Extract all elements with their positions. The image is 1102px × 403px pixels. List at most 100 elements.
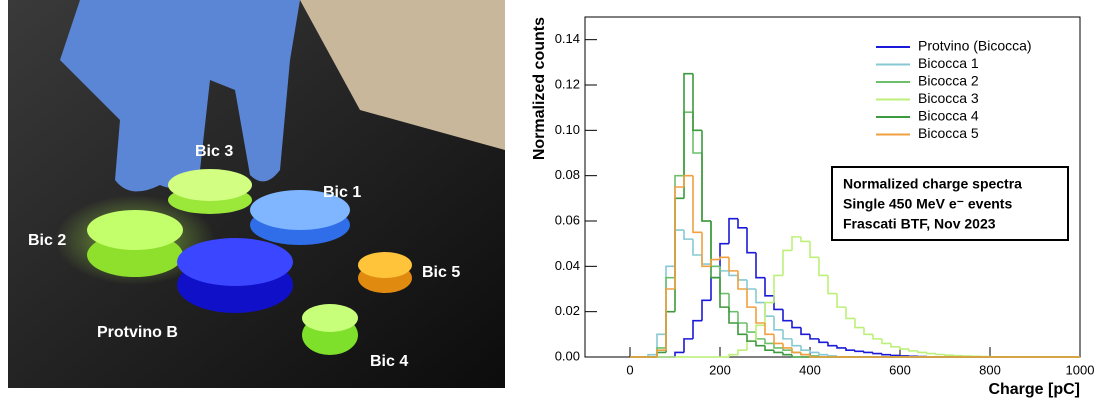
histogram-step	[800, 236, 810, 243]
histogram-step	[746, 334, 756, 342]
scintillator	[177, 238, 293, 286]
y-tick-label: 0.10	[555, 122, 580, 137]
y-axis-title: Normalized counts	[531, 17, 548, 160]
histogram-step	[881, 338, 891, 345]
chart: Charge [pC] Normalized counts 0.00 0.02 0.…	[531, 16, 1095, 398]
legend-label: Bicocca 2	[918, 73, 979, 89]
histogram-step	[755, 307, 765, 324]
histogram-step	[755, 289, 765, 304]
x-tick-label: 1000	[1066, 362, 1095, 377]
y-tick-label: 0.08	[555, 167, 580, 182]
histogram-step	[737, 275, 747, 281]
histogram-step	[782, 343, 792, 349]
histogram-step	[890, 354, 900, 357]
histogram-step	[881, 353, 891, 356]
histogram-step	[845, 347, 855, 351]
histogram-step	[728, 293, 738, 313]
histogram-step	[773, 343, 783, 349]
histogram-step	[719, 277, 729, 308]
histogram-step	[764, 301, 774, 326]
histogram-step	[782, 329, 792, 340]
histogram-step	[899, 346, 909, 350]
histogram-step	[809, 350, 819, 354]
histogram-step	[692, 319, 702, 339]
histogram-step	[728, 217, 738, 244]
histogram-step	[800, 352, 810, 356]
scintillator	[358, 252, 412, 278]
scintillator	[168, 169, 252, 201]
histogram-step	[746, 340, 756, 351]
histogram-step	[737, 218, 747, 229]
histogram-step	[710, 221, 720, 279]
histogram-step	[791, 338, 801, 347]
histogram-step	[854, 350, 864, 353]
histogram-step	[746, 279, 756, 290]
histogram-step	[872, 352, 882, 355]
histogram-step	[836, 293, 846, 308]
histogram-step	[692, 112, 702, 154]
histogram-step	[701, 153, 711, 222]
histogram-step	[773, 295, 783, 311]
histogram-step	[836, 345, 846, 349]
histogram-step	[827, 342, 837, 347]
histogram-step	[674, 186, 684, 289]
histogram-step	[755, 341, 765, 347]
histogram-step	[764, 338, 774, 345]
histogram-step	[692, 239, 702, 256]
histogram-step	[755, 252, 765, 279]
histogram-step	[755, 332, 765, 340]
histogram-step	[809, 354, 819, 357]
photo-label: Protvino B	[97, 324, 178, 341]
histogram-step	[764, 323, 774, 336]
histogram-step	[701, 299, 711, 321]
histogram-step	[791, 354, 801, 358]
histogram-step	[908, 349, 918, 352]
histogram-step	[782, 309, 792, 322]
histogram-step	[818, 338, 828, 344]
histogram-step	[674, 351, 684, 357]
histogram-step	[773, 274, 783, 303]
histogram-step	[692, 73, 702, 132]
legend-label: Bicocca 5	[918, 125, 979, 141]
histogram-step	[737, 270, 747, 290]
x-tick-label: 600	[889, 362, 911, 377]
histogram-step	[683, 111, 693, 176]
legend-label: Bicocca 1	[918, 55, 979, 71]
histogram-step	[764, 345, 774, 351]
histogram-step	[791, 320, 801, 329]
photo-label: Bic 5	[422, 264, 460, 281]
annotation: Frascati BTF, Nov 2023	[843, 216, 996, 232]
y-tick-label: 0.04	[555, 258, 580, 273]
x-tick-label: 0	[626, 362, 633, 377]
histogram-step	[863, 351, 873, 354]
histogram-step	[818, 257, 828, 277]
histogram-step	[800, 327, 810, 336]
annotation-box	[831, 166, 1069, 241]
photo-label: Bic 1	[323, 184, 361, 201]
annotation: Normalized charge spectra	[843, 176, 1022, 192]
table-edge	[300, 0, 505, 150]
scintillator	[250, 190, 350, 230]
histogram-step	[800, 345, 810, 351]
histogram-step	[935, 353, 945, 356]
histogram-step	[719, 256, 729, 260]
histogram-step	[782, 249, 792, 276]
photo-label: Bic 3	[195, 143, 233, 160]
histogram-step	[809, 241, 819, 259]
histogram-step	[944, 354, 954, 356]
histogram-step	[746, 289, 756, 308]
histogram-step	[701, 130, 711, 222]
histogram-step	[809, 354, 819, 358]
histogram-step	[701, 255, 711, 265]
photo: Bic 3 Bic 1 Bic 2 Bic 5 Protvino B Bic 4	[8, 0, 505, 388]
histogram-step	[818, 352, 828, 356]
histogram-step	[773, 334, 783, 345]
histogram-step	[692, 175, 702, 234]
histogram-step	[755, 324, 765, 342]
glove	[60, 0, 300, 192]
histogram-step	[737, 323, 747, 336]
histogram-step	[809, 334, 819, 340]
photo-label: Bic 2	[28, 232, 66, 249]
x-tick-label: 800	[979, 362, 1001, 377]
